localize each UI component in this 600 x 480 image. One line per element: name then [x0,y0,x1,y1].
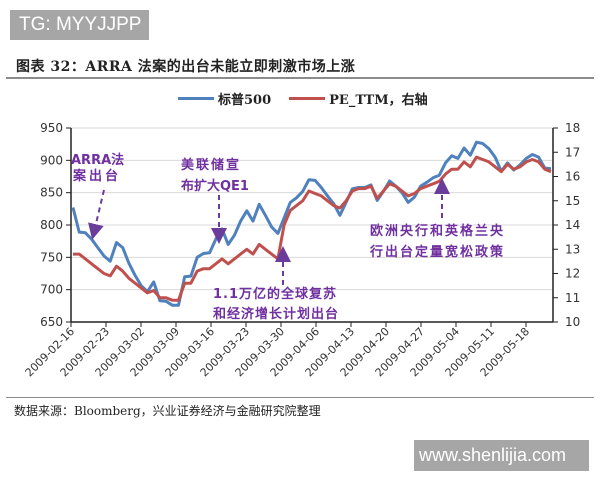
annotation-stimulus-line2: 和经济增长计划出台 [213,306,339,322]
y-tick-label: 800 [40,218,63,232]
annotation-stimulus-line1: 1.1万亿的全球复苏 [213,286,337,302]
y-tick-label: 900 [40,153,63,167]
annotation-qe1-line1: 美联储宣 [181,157,241,173]
y-axis-left: 650 700 750 800 850 900 950 [40,121,72,329]
watermark-bottom: www.shenlijia.com [414,440,589,471]
chart-annotations: ARRA法 案出台 美联储宣 布扩大QE1 1.1万亿的全球复苏 和经济增长计划… [71,152,505,322]
y-tick-label: 750 [40,250,63,264]
series-line [71,140,552,307]
y-tick-label: 700 [40,283,63,297]
y2-tick-label: 11 [565,291,580,305]
legend-item-spx: 标普500 [178,89,271,108]
legend-swatch-pe [289,97,326,100]
annotation-ecb-line2: 行出台定量宽松政策 [369,244,505,260]
y2-tick-label: 14 [565,218,580,232]
annotation-arra-arrow [88,189,105,240]
y2-tick-label: 13 [565,242,580,256]
source-note: 数据来源：Bloomberg，兴业证券经济与金融研究院整理 [14,404,321,418]
x-axis: 2009-02-162009-02-232009-03-022009-03-09… [23,321,553,379]
y2-tick-label: 16 [565,170,580,184]
y-tick-label: 650 [40,315,63,329]
y2-tick-label: 18 [565,121,580,135]
series-line [73,155,552,302]
y2-tick-label: 10 [565,315,580,329]
y2-tick-label: 15 [565,194,580,208]
y-axis-right: 10 11 12 13 14 15 16 17 18 [552,121,580,329]
y2-tick-label: 17 [565,145,580,159]
y2-tick-label: 12 [565,267,580,281]
y-tick-label: 850 [40,186,63,200]
legend-swatch-spx [178,97,214,100]
annotation-arra-line1: ARRA法 [71,152,124,168]
legend-label-pe: PE_TTM，右轴 [329,93,428,108]
source-divider [6,397,594,398]
line-chart: 650 700 750 800 850 900 950 10 11 12 13 14 15 16 17 18… [23,121,581,379]
chart-legend: 标普500 PE_TTM，右轴 [178,89,428,108]
title-divider [6,77,594,79]
annotation-qe1-line2: 布扩大QE1 [181,178,249,194]
annotation-arra-line2: 案出台 [72,168,121,184]
data-series [71,140,552,307]
gridlines [71,127,553,291]
legend-label-spx: 标普500 [218,93,272,108]
annotation-ecb-line1: 欧洲央行和英格兰央 [370,223,505,239]
y-tick-label: 950 [40,121,63,135]
legend-item-pe: PE_TTM，右轴 [289,89,428,108]
watermark-top: TG: MYYJJPP [10,10,149,40]
figure-title: 图表 32：ARRA 法案的出台未能立即刺激市场上涨 [16,59,356,75]
